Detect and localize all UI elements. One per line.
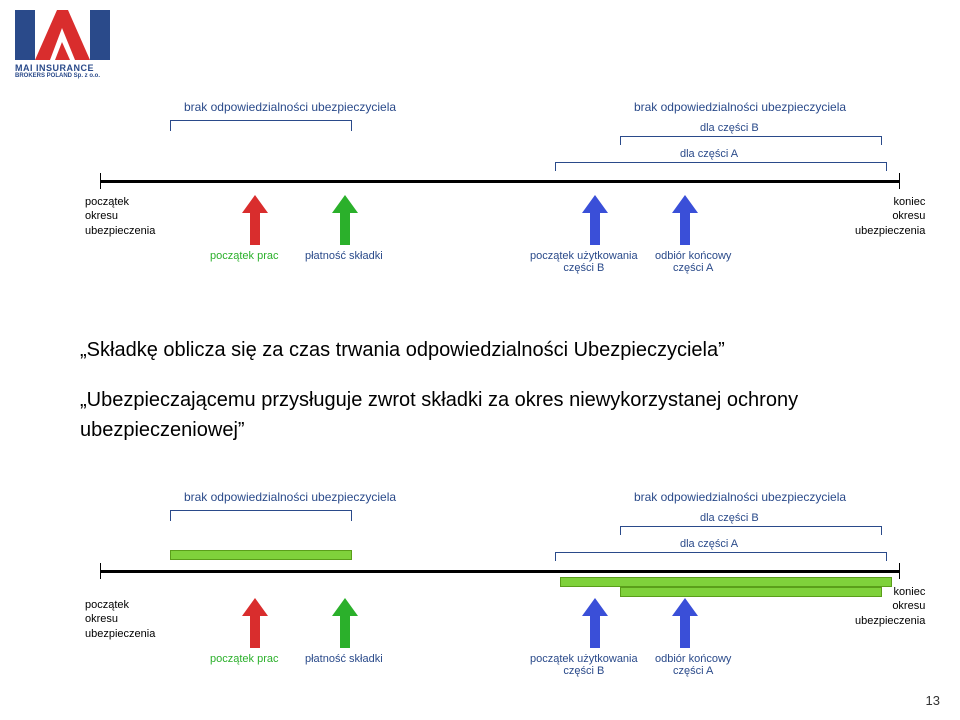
body-line3: ubezpieczeniowej” <box>80 415 245 445</box>
label-end-2: koniec okresu ubezpieczenia <box>855 585 925 628</box>
diagram-top: brak odpowiedzialności ubezpieczyciela b… <box>100 100 900 300</box>
label-dla-A-2: dla części A <box>680 538 738 550</box>
diagram-bottom: brak odpowiedzialności ubezpieczyciela b… <box>100 490 900 690</box>
caption-odbior-A-1: odbiór końcowy części A <box>655 250 731 274</box>
timeline-2 <box>100 570 900 573</box>
caption-poczatek-prac-1: początek prac <box>210 250 278 262</box>
caption-platnosc-2: płatność składki <box>305 653 383 665</box>
tick-start-1 <box>100 173 101 189</box>
arrow-blue-B-1 <box>580 195 610 245</box>
logo-bar-right <box>90 10 110 60</box>
label-start-2: początek okresu ubezpieczenia <box>85 598 155 641</box>
arrow-blue-B-2 <box>580 598 610 648</box>
bracket-right-A-1 <box>555 162 887 171</box>
label-dla-A-1: dla części A <box>680 148 738 160</box>
arrow-blue-A-1 <box>670 195 700 245</box>
page-number: 13 <box>926 693 940 708</box>
logo-mark <box>15 10 145 60</box>
label-brak-left-2: brak odpowiedzialności ubezpieczyciela <box>160 490 420 504</box>
tick-end-2 <box>899 563 900 579</box>
caption-uzytkowanie-B-1: początek użytkowania części B <box>530 250 638 274</box>
logo: MAI INSURANCE BROKERS POLAND Sp. z o.o. <box>15 10 145 79</box>
bracket-right-A-2 <box>555 552 887 561</box>
label-end-1: koniec okresu ubezpieczenia <box>855 195 925 238</box>
label-dla-B-1: dla części B <box>700 122 759 134</box>
label-brak-left-1: brak odpowiedzialności ubezpieczyciela <box>160 100 420 114</box>
tick-end-1 <box>899 173 900 189</box>
logo-mid <box>35 10 90 60</box>
arrow-blue-A-2 <box>670 598 700 648</box>
label-dla-B-2: dla części B <box>700 512 759 524</box>
label-brak-right-2: brak odpowiedzialności ubezpieczyciela <box>600 490 880 504</box>
bracket-left-2 <box>170 510 352 521</box>
bracket-right-B-2 <box>620 526 882 535</box>
arrow-red-1 <box>240 195 270 245</box>
green-bar-left <box>170 550 352 560</box>
logo-text-line1: MAI INSURANCE <box>15 63 145 73</box>
caption-platnosc-1: płatność składki <box>305 250 383 262</box>
caption-odbior-A-2: odbiór końcowy części A <box>655 653 731 677</box>
green-bar-right-B <box>620 587 882 597</box>
logo-svg <box>35 10 90 60</box>
arrow-green-2 <box>330 598 360 648</box>
caption-poczatek-prac-2: początek prac <box>210 653 278 665</box>
timeline-1 <box>100 180 900 183</box>
arrow-green-1 <box>330 195 360 245</box>
bracket-left-1 <box>170 120 352 131</box>
arrow-red-2 <box>240 598 270 648</box>
logo-text-line2: BROKERS POLAND Sp. z o.o. <box>15 73 145 79</box>
caption-uzytkowanie-B-2: początek użytkowania części B <box>530 653 638 677</box>
green-bar-right-A <box>560 577 892 587</box>
body-line2: „Ubezpieczającemu przysługuje zwrot skła… <box>80 385 798 415</box>
label-start-1: początek okresu ubezpieczenia <box>85 195 155 238</box>
label-brak-right-1: brak odpowiedzialności ubezpieczyciela <box>600 100 880 114</box>
logo-bar-left <box>15 10 35 60</box>
body-line1: „Składkę oblicza się za czas trwania odp… <box>80 335 725 365</box>
bracket-right-B-1 <box>620 136 882 145</box>
tick-start-2 <box>100 563 101 579</box>
